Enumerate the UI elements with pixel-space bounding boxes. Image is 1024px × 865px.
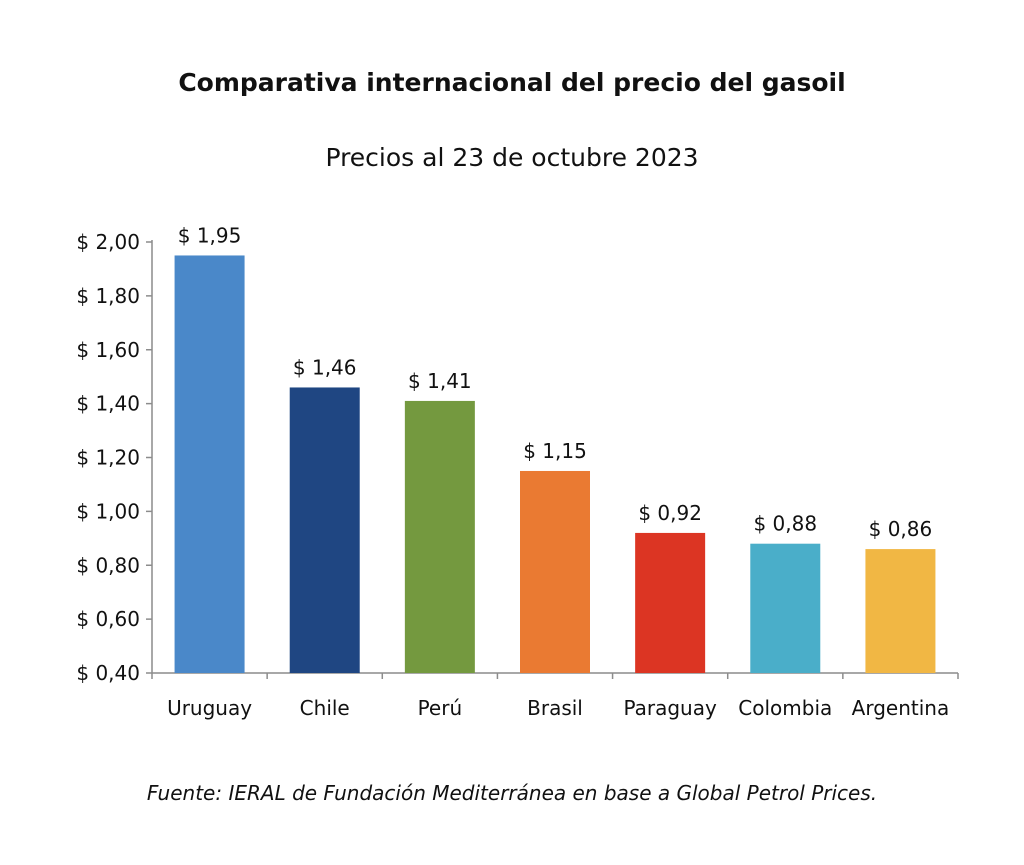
category-label: Paraguay	[623, 696, 717, 720]
category-label: Colombia	[738, 696, 832, 720]
data-label: $ 1,95	[178, 223, 242, 247]
bar	[289, 387, 360, 673]
data-label: $ 1,15	[523, 439, 587, 463]
y-tick-label: $ 2,00	[76, 230, 140, 254]
bar	[635, 532, 706, 673]
chart-title: Comparativa internacional del precio del…	[178, 68, 845, 97]
y-tick-label: $ 1,80	[76, 284, 140, 308]
bar	[865, 549, 936, 673]
y-tick-label: $ 1,60	[76, 338, 140, 362]
data-label: $ 0,92	[638, 501, 702, 525]
plot-area: $ 0,40 $ 0,60 $ 0,80 $ 1,00 $ 1,20 $ 1,40 $ 1,…	[76, 223, 959, 720]
bar	[750, 543, 821, 673]
data-label: $ 0,86	[869, 517, 933, 541]
category-label: Argentina	[852, 696, 950, 720]
bar	[404, 400, 475, 673]
data-label: $ 1,41	[408, 369, 472, 393]
category-label: Uruguay	[167, 696, 252, 720]
category-label: Chile	[300, 696, 350, 720]
y-tick-label: $ 0,80	[76, 553, 140, 577]
y-tick-label: $ 1,40	[76, 392, 140, 416]
y-tick-label: $ 0,40	[76, 661, 140, 685]
y-tick-label: $ 0,60	[76, 607, 140, 631]
y-tick-label: $ 1,20	[76, 446, 140, 470]
bar	[174, 255, 245, 673]
chart-subtitle: Precios al 23 de octubre 2023	[325, 143, 698, 172]
category-label: Brasil	[527, 696, 583, 720]
y-tick-label: $ 1,00	[76, 499, 140, 523]
data-label: $ 0,88	[753, 512, 817, 536]
category-label: Perú	[418, 696, 463, 720]
bar	[520, 470, 590, 673]
source-note: Fuente: IERAL de Fundación Mediterránea …	[147, 781, 877, 805]
data-label: $ 1,46	[293, 355, 357, 379]
